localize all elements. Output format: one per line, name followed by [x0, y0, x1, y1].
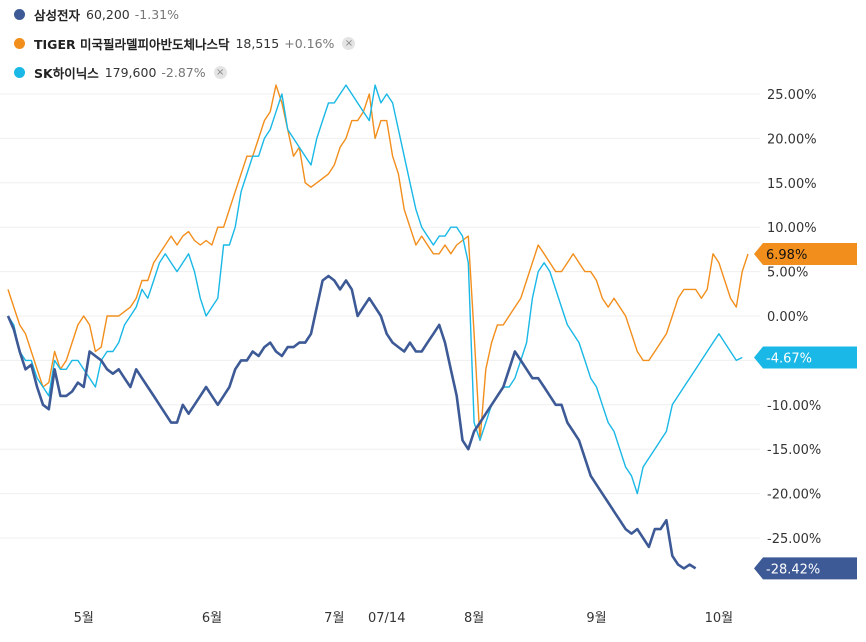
y-tick-label: 0.00% — [767, 310, 808, 325]
legend-item-change: -2.87% — [161, 65, 206, 80]
series-color-dot — [14, 9, 25, 20]
series-line — [7, 84, 743, 495]
legend: 삼성전자 60,200 -1.31% TIGER 미국필라델피아반도체나스닥 1… — [14, 0, 356, 87]
y-tick-label: -20.00% — [767, 488, 821, 503]
legend-item-price: 18,515 — [235, 36, 280, 51]
legend-item-samsung[interactable]: 삼성전자 60,200 -1.31% — [14, 0, 355, 29]
legend-item-price: 60,200 — [86, 7, 130, 22]
end-value-label: -28.42% — [766, 562, 820, 577]
x-tick-label: 07/14 — [368, 611, 405, 626]
y-tick-label: 15.00% — [767, 177, 817, 192]
series-color-dot — [14, 67, 25, 78]
legend-item-change: -1.31% — [134, 7, 179, 22]
legend-item-skhynix[interactable]: SK하이닉스 179,600 -2.87% × — [14, 58, 355, 87]
legend-item-price: 179,600 — [104, 65, 157, 80]
x-tick-label: 10월 — [705, 611, 734, 626]
end-value-label: 6.98% — [766, 248, 807, 263]
x-tick-label: 9월 — [586, 611, 606, 626]
end-value-tag — [754, 346, 857, 369]
y-tick-label: 20.00% — [767, 132, 817, 147]
end-value-tag — [754, 243, 857, 266]
y-tick-label: -15.00% — [767, 443, 821, 458]
y-tick-label: -10.00% — [767, 399, 821, 414]
end-value-label: -4.67% — [766, 351, 812, 366]
x-tick-label: 8월 — [464, 611, 484, 626]
y-tick-label: 25.00% — [767, 88, 817, 103]
x-tick-label: 7월 — [324, 611, 344, 626]
end-value-tag — [754, 557, 857, 580]
legend-item-name: SK하이닉스 — [34, 66, 99, 81]
legend-item-tiger[interactable]: TIGER 미국필라델피아반도체나스닥 18,515 +0.16% × — [14, 29, 356, 58]
y-tick-label: 10.00% — [767, 221, 817, 236]
series-line — [6, 274, 697, 570]
x-tick-label: 6월 — [202, 611, 222, 626]
y-tick-label: -25.00% — [767, 532, 821, 547]
legend-item-change: +0.16% — [284, 36, 335, 51]
remove-series-close-icon[interactable]: × — [342, 37, 356, 50]
legend-item-name: 삼성전자 — [34, 8, 81, 23]
legend-item-name: TIGER 미국필라델피아반도체나스닥 — [34, 37, 230, 52]
remove-series-close-icon[interactable]: × — [213, 66, 227, 79]
y-tick-label: 5.00% — [767, 266, 808, 281]
x-tick-label: 5월 — [74, 611, 94, 626]
series-line — [7, 84, 749, 441]
series-color-dot — [14, 38, 25, 49]
